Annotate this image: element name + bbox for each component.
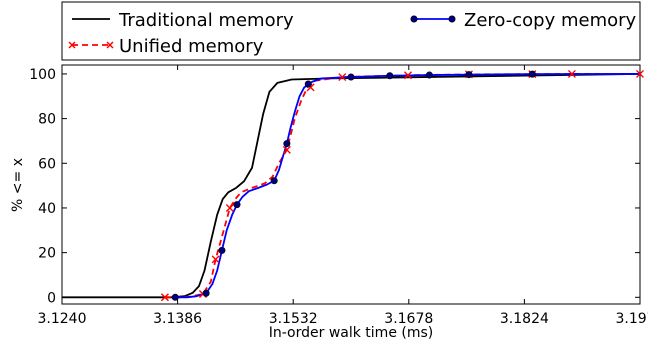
series-line-2 xyxy=(175,73,641,299)
legend-marker-zerocopy-2 xyxy=(448,15,456,23)
legend-entry-traditional: Traditional memory xyxy=(72,10,294,31)
axis-ticks: 3.1240 3.1386 3.1532 3.1678 3.1824 3.1970 0 20 4… xyxy=(29,65,648,327)
data-point-x-marker xyxy=(282,145,291,154)
legend-marker-unified-1 xyxy=(68,41,76,49)
x-tick-label: 3.1240 xyxy=(38,311,87,327)
legend-entry-zerocopy: Zero-copy memory xyxy=(410,10,637,31)
series-line-1 xyxy=(164,73,640,299)
data-point-circle-marker xyxy=(386,72,394,80)
y-tick-label: 20 xyxy=(38,246,56,262)
data-point-x-marker xyxy=(636,69,644,78)
data-point-circle-marker xyxy=(233,201,241,209)
data-point-circle-marker xyxy=(270,177,278,185)
data-point-x-marker xyxy=(567,69,576,78)
series-layer xyxy=(62,73,641,299)
data-point-circle-marker xyxy=(218,246,226,254)
legend-entry-unified: Unified memory xyxy=(68,36,264,57)
y-tick-label: 40 xyxy=(38,201,56,217)
data-point-x-marker xyxy=(160,293,169,302)
marker-layer xyxy=(160,69,644,302)
series-line-0 xyxy=(62,73,641,299)
x-tick-label: 3.1678 xyxy=(384,311,433,327)
data-point-circle-marker xyxy=(347,73,355,81)
legend-label-traditional: Traditional memory xyxy=(118,10,294,31)
plot-area-frame xyxy=(61,64,641,305)
data-point-circle-marker xyxy=(528,70,536,78)
legend-label-zerocopy: Zero-copy memory xyxy=(464,10,637,31)
data-point-x-marker xyxy=(404,71,413,80)
y-tick-label: 0 xyxy=(47,290,56,306)
x-tick-label: 3.1532 xyxy=(269,311,318,327)
data-point-circle-marker xyxy=(283,140,291,148)
x-tick-label: 3.1386 xyxy=(153,311,202,327)
y-axis-label: % <= x xyxy=(10,158,26,212)
data-point-x-marker xyxy=(225,203,234,212)
y-tick-label: 60 xyxy=(38,156,56,172)
y-tick-label: 100 xyxy=(29,67,56,83)
legend-marker-unified-2 xyxy=(106,41,114,49)
x-axis-label: In-order walk time (ms) xyxy=(269,325,434,341)
data-point-circle-marker xyxy=(171,293,179,301)
x-tick-label: 3.1824 xyxy=(500,311,549,327)
data-point-circle-marker xyxy=(304,80,312,88)
y-tick-label: 80 xyxy=(38,112,56,128)
legend-marker-zerocopy-1 xyxy=(410,15,418,23)
legend-label-unified: Unified memory xyxy=(119,36,264,57)
x-tick-label: 3.1970 xyxy=(616,311,648,327)
legend: Traditional memory Unified memory Zero-c… xyxy=(61,1,641,61)
data-point-circle-marker xyxy=(202,289,210,297)
data-point-circle-marker xyxy=(425,71,433,79)
legend-box xyxy=(61,1,641,61)
data-point-x-marker xyxy=(211,255,220,264)
data-point-circle-marker xyxy=(465,71,473,79)
data-point-x-marker xyxy=(338,73,347,82)
